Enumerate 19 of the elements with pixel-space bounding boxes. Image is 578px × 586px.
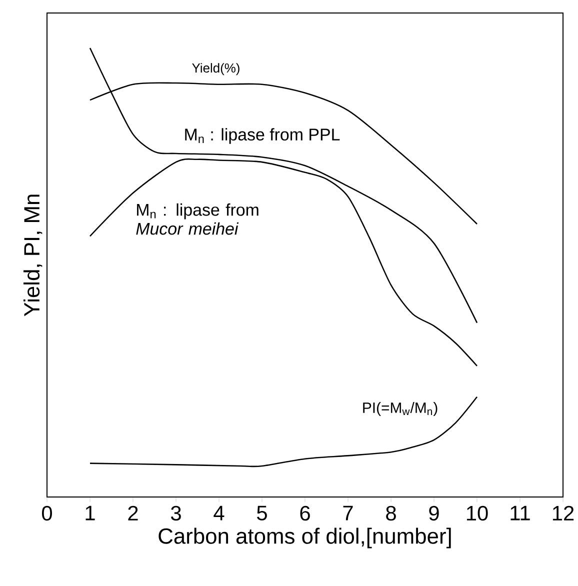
x-tick-label: 11: [510, 506, 530, 520]
x-tick-label: 0: [42, 506, 52, 521]
x-axis-title: Carbon atoms of diol,[number]: [158, 528, 451, 548]
series-label: Yield(%): [192, 63, 240, 76]
x-tick-label: 9: [429, 506, 439, 521]
x-tick-label: 3: [171, 506, 181, 521]
x-tick-label: 12: [552, 506, 574, 520]
x-tick-label: 2: [128, 506, 138, 520]
series-label: M$_{n}$ : lipase from PPL: [185, 128, 340, 144]
x-tick-label: 5: [257, 506, 267, 520]
x-tick-label: 4: [214, 506, 224, 520]
x-tick-label: 6: [300, 506, 310, 521]
y-axis-title: Yield, PI, Mn: [24, 194, 42, 316]
x-tick-label: 1: [86, 506, 95, 520]
series-label: M$_{n}$ : lipase from Mucor meihei: [136, 203, 258, 235]
x-tick-label: 10: [466, 506, 488, 521]
x-tick-label: 8: [386, 506, 396, 521]
x-tick-label: 7: [343, 506, 353, 520]
series-label: PI(=M$_{w}$/M$_{n}$): [363, 402, 438, 416]
